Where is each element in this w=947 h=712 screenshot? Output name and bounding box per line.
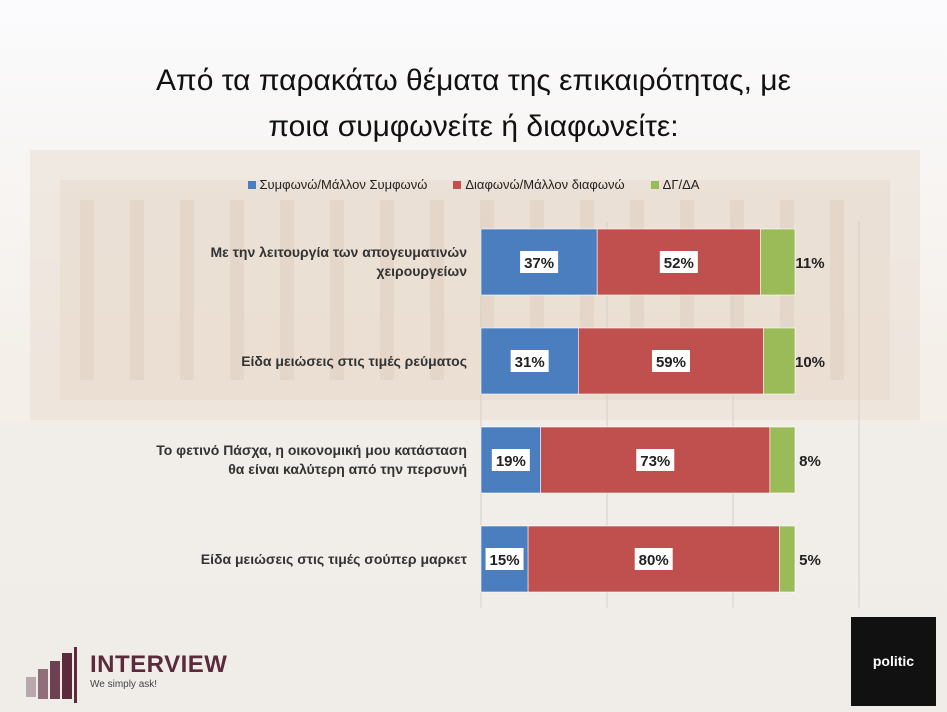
data-label-agree: 37% [524, 255, 554, 272]
data-label-dkna: 5% [799, 552, 821, 569]
data-label-disagree: 52% [664, 255, 694, 272]
data-label-background [651, 350, 690, 372]
legend-swatch-dkna [650, 180, 659, 189]
data-label-disagree: 80% [639, 552, 669, 569]
chart-title: Από τα παρακάτω θέματα της επικαιρότητας… [0, 58, 947, 150]
legend-item-agree: Συμφωνώ/Μάλλον Συμφωνώ [247, 177, 428, 192]
legend-item-disagree: Διαφωνώ/Μάλλον διαφωνώ [453, 177, 625, 192]
data-label-dkna: 11% [795, 255, 824, 272]
data-label-agree: 15% [490, 552, 520, 569]
bar-segment-dkna [778, 525, 796, 593]
legend-swatch-disagree [453, 180, 462, 189]
category-label-line: Με την λειτουργία των απογευματινών [210, 244, 467, 260]
interview-logo: INTERVIEW We simply ask! [26, 647, 236, 703]
category-label-line: Είδα μειώσεις στις τιμές σούπερ μαρκετ [200, 550, 467, 567]
title-line-1: Από τα παρακάτω θέματα της επικαιρότητας… [156, 64, 791, 97]
legend-item-dkna: ΔΓ/ΔΑ [650, 177, 700, 192]
data-label-background [485, 548, 524, 570]
legend-swatch-agree [247, 180, 256, 189]
category-label-line: θα είναι καλύτερη από την περσυνή [228, 461, 467, 477]
data-label-background [510, 350, 549, 372]
data-label-disagree: 59% [656, 354, 686, 371]
bar-segment-dkna [769, 426, 796, 494]
category-label: Με την λειτουργία των απογευματινών χειρο… [47, 243, 467, 281]
category-label-line: χειρουργείων [376, 263, 467, 279]
data-label-background [634, 548, 673, 570]
category-label-line: Το φετινό Πάσχα, η οικονομική μου κατάστ… [156, 442, 467, 458]
data-label-agree: 31% [515, 354, 545, 371]
legend-label-dkna: ΔΓ/ΔΑ [662, 177, 700, 192]
bar-segment-dkna [760, 228, 796, 296]
bar-segment-dkna [763, 327, 796, 395]
interview-name: INTERVIEW [90, 651, 228, 678]
data-label-background [520, 251, 559, 273]
interview-tagline: We simply ask! [90, 679, 158, 690]
interview-logo-icon [26, 647, 77, 703]
category-label: Το φετινό Πάσχα, η οικονομική μου κατάστ… [47, 441, 467, 479]
legend: Συμφωνώ/Μάλλον Συμφωνώ Διαφωνώ/Μάλλον δι… [0, 177, 947, 192]
category-label: Είδα μειώσεις στις τιμές ρεύματος [47, 352, 467, 371]
politic-name: politic [872, 653, 915, 669]
legend-label-disagree: Διαφωνώ/Μάλλον διαφωνώ [465, 177, 625, 192]
legend-label-agree: Συμφωνώ/Μάλλον Συμφωνώ [259, 177, 428, 192]
data-label-dkna: 10% [795, 354, 825, 371]
title-line-2: ποια συμφωνείτε ή διαφωνείτε: [268, 110, 679, 143]
category-label: Είδα μειώσεις στις τιμές σούπερ μαρκετ [47, 550, 467, 569]
data-label-background [659, 251, 698, 273]
data-label-background [491, 449, 530, 471]
data-label-background [636, 449, 675, 471]
data-label-dkna: 8% [799, 453, 821, 470]
politic-logo: politic [851, 617, 936, 706]
data-label-agree: 19% [496, 453, 526, 470]
category-label-line: Είδα μειώσεις στις τιμές ρεύματος [241, 352, 467, 369]
data-label-disagree: 73% [640, 453, 670, 470]
